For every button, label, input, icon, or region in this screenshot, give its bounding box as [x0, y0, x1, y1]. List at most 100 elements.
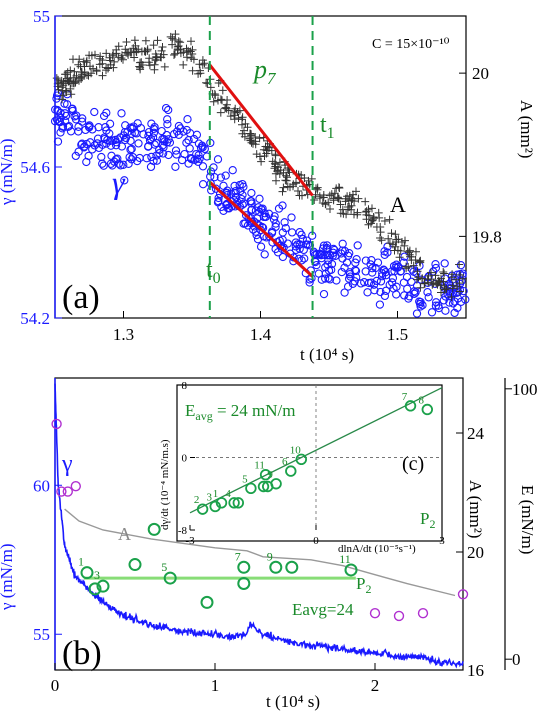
- area-point: [149, 41, 158, 50]
- gamma-point: [235, 180, 244, 190]
- area-point: [59, 78, 68, 86]
- area-point: [105, 53, 114, 62]
- area-point: [400, 241, 409, 250]
- panel-b-magenta-points: [51, 418, 469, 622]
- correlation-point-label: 3: [206, 491, 212, 503]
- panel-c-ylabel: dγ/dt (10⁻⁴ mN/m.s): [159, 439, 171, 530]
- x-tick-label: 0: [313, 535, 319, 547]
- gamma-point: [126, 123, 135, 132]
- gamma-point: [338, 254, 347, 263]
- area-point: [58, 83, 67, 92]
- panel-b-gamma-label: γ: [61, 451, 73, 477]
- correlation-point: [215, 497, 228, 509]
- gamma-point: [256, 242, 266, 251]
- gamma-point: [127, 144, 136, 154]
- gamma-point: [135, 153, 144, 163]
- gamma-point: [187, 154, 196, 164]
- gamma-point: [351, 265, 360, 275]
- area-point: [136, 65, 145, 74]
- area-point: [75, 55, 84, 64]
- gamma-point: [264, 209, 274, 218]
- gamma-point: [155, 149, 164, 158]
- area-point: [447, 293, 456, 301]
- gamma-point: [171, 162, 180, 171]
- area-point: [415, 257, 424, 266]
- area-point: [385, 215, 394, 224]
- gamma-point: [295, 240, 304, 249]
- elasticity-point: [88, 582, 102, 596]
- area-point: [92, 66, 101, 75]
- area-point: [122, 38, 131, 46]
- gamma-point: [164, 105, 173, 115]
- gamma-point: [317, 251, 326, 260]
- panel-b-area-series: [64, 508, 456, 597]
- area-point: [171, 35, 179, 44]
- y-right-tick-label: 19.8: [472, 227, 502, 246]
- area-point: [393, 246, 402, 255]
- gamma-point: [80, 142, 89, 151]
- gamma-point: [328, 251, 337, 260]
- area-point: [369, 215, 377, 224]
- elasticity-point: [200, 595, 214, 609]
- gamma-point: [102, 108, 111, 117]
- gamma-point: [380, 247, 389, 256]
- gamma-point: [315, 249, 324, 258]
- gamma-point: [353, 241, 362, 250]
- area-line: [64, 508, 456, 597]
- gamma-point: [77, 139, 87, 148]
- area-point: [271, 169, 280, 178]
- gamma-point: [423, 288, 432, 297]
- panel-a-gamma-label: γ: [112, 164, 126, 200]
- gamma-point: [396, 266, 406, 276]
- elasticity-point: [237, 576, 251, 590]
- gamma-point: [376, 277, 386, 286]
- panel-c-ticks: -3 0 3 -8 0 8: [178, 380, 445, 547]
- area-point: [282, 171, 290, 180]
- gamma-point: [200, 144, 209, 154]
- area-point: [238, 113, 247, 122]
- correlation-point: [295, 453, 308, 466]
- gamma-point: [161, 103, 171, 113]
- gamma-point: [213, 198, 223, 207]
- area-point: [151, 50, 160, 58]
- gamma-point: [147, 152, 156, 162]
- gamma-point: [219, 181, 228, 190]
- area-point: [187, 54, 196, 62]
- gamma-point: [157, 126, 166, 136]
- gamma-point: [124, 159, 133, 168]
- area-point: [158, 43, 167, 51]
- area-point: [179, 60, 188, 69]
- gamma-point: [88, 145, 97, 154]
- gamma-point: [231, 202, 240, 211]
- area-point: [440, 269, 449, 278]
- gamma-point: [172, 150, 181, 159]
- gamma-point: [431, 260, 440, 269]
- gamma-point: [412, 309, 422, 318]
- gamma-point: [213, 155, 223, 164]
- gamma-point: [163, 120, 172, 129]
- gamma-point: [380, 291, 390, 301]
- area-point: [388, 240, 397, 249]
- gamma-point: [120, 176, 129, 185]
- correlation-point-label: 10: [290, 444, 302, 456]
- panel-b-area-label: A: [118, 524, 131, 544]
- elasticity-point-magenta: [457, 589, 469, 600]
- gamma-point: [247, 188, 256, 198]
- gamma-point: [431, 301, 441, 310]
- gamma-point: [171, 146, 181, 155]
- area-point: [119, 55, 127, 64]
- area-point: [272, 176, 280, 185]
- area-point: [456, 270, 465, 279]
- y-left-tick-label: 55: [33, 7, 50, 26]
- area-point: [95, 60, 104, 69]
- gamma-point: [445, 298, 454, 307]
- gamma-point: [454, 287, 463, 297]
- gamma-point: [257, 204, 266, 214]
- gamma-point: [387, 278, 397, 287]
- gamma-point: [117, 142, 127, 151]
- gamma-point: [189, 134, 199, 144]
- gamma-point: [144, 127, 154, 137]
- area-point: [247, 138, 256, 147]
- gamma-point: [295, 228, 304, 237]
